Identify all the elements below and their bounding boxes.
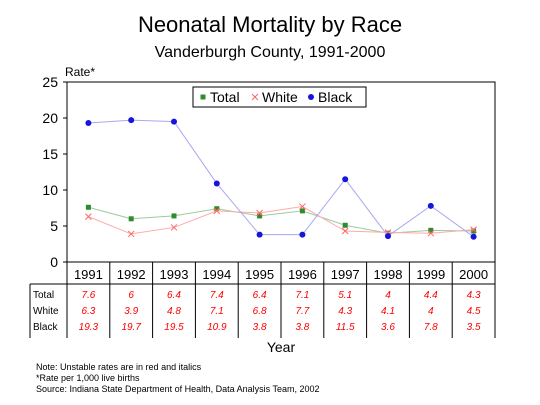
table-cell: 7.1 xyxy=(295,290,309,301)
y-tick-label: 20 xyxy=(42,110,58,126)
table-cell: 4.5 xyxy=(467,306,481,317)
table-cell: 6.8 xyxy=(253,306,267,317)
data-point-total xyxy=(342,222,348,228)
data-point-white xyxy=(256,209,263,217)
table-cell: 5.1 xyxy=(338,290,352,301)
data-point-white xyxy=(427,229,435,237)
y-tick-label: 25 xyxy=(42,74,58,90)
chart-notes: Note: Unstable rates are in red and ital… xyxy=(36,362,320,395)
table-cell: 19.3 xyxy=(79,322,99,333)
table-cell: 4.4 xyxy=(424,290,438,301)
table-cell: 6 xyxy=(128,290,134,301)
table-cell: 7.7 xyxy=(295,306,309,317)
legend-marker-black xyxy=(308,94,314,100)
data-point-white xyxy=(299,203,306,210)
table-cell: 7.8 xyxy=(424,322,438,333)
data-point-white xyxy=(170,224,178,231)
data-point-white xyxy=(85,213,92,220)
y-tick-label: 5 xyxy=(50,218,58,234)
table-cell: 3.8 xyxy=(253,322,267,333)
x-tick-label: 1996 xyxy=(288,267,317,282)
x-axis-label: Year xyxy=(267,339,296,355)
data-point-white xyxy=(341,227,349,235)
table-row-label: Black xyxy=(33,322,58,333)
data-point-black xyxy=(256,231,263,238)
x-tick-label: 1993 xyxy=(160,267,189,282)
table-cell: 4 xyxy=(385,290,391,301)
data-point-black xyxy=(213,180,220,187)
x-tick-label: 1992 xyxy=(117,267,146,282)
legend-label-white: White xyxy=(262,89,298,105)
data-point-black xyxy=(171,118,177,125)
table-cell: 10.9 xyxy=(207,322,227,333)
x-tick-label: 1999 xyxy=(416,267,445,282)
table-cell: 3.5 xyxy=(467,322,481,333)
data-point-black xyxy=(385,233,391,240)
legend-marker-total xyxy=(200,94,206,100)
table-cell: 6.4 xyxy=(167,290,181,301)
table-cell: 3.6 xyxy=(381,322,395,333)
data-point-total xyxy=(471,228,477,234)
data-point-black xyxy=(128,117,135,124)
series-line-white xyxy=(88,206,474,235)
y-tick-label: 15 xyxy=(42,146,58,162)
data-point-total xyxy=(171,213,177,219)
data-point-total xyxy=(428,227,434,233)
legend-label-black: Black xyxy=(318,89,353,105)
table-cell: 7.4 xyxy=(210,290,224,301)
note-rate-definition: *Rate per 1,000 live births xyxy=(36,373,140,383)
data-point-total xyxy=(128,216,134,222)
x-tick-label: 1998 xyxy=(374,267,403,282)
table-cell: 19.5 xyxy=(164,322,184,333)
y-tick-label: 0 xyxy=(50,254,58,270)
table-cell: 3.8 xyxy=(295,322,309,333)
data-point-total xyxy=(257,213,263,219)
table-cell: 7.6 xyxy=(81,290,95,301)
table-cell: 4.8 xyxy=(167,306,181,317)
table-cell: 3.9 xyxy=(124,306,138,317)
table-cell: 6.3 xyxy=(81,306,95,317)
x-tick-label: 1991 xyxy=(74,267,103,282)
x-tick-label: 1995 xyxy=(245,267,274,282)
data-point-total xyxy=(85,204,91,210)
table-cell: 7.1 xyxy=(210,306,224,317)
note-source: Source: Indiana State Department of Heal… xyxy=(36,384,320,394)
table-row-label: White xyxy=(33,306,59,317)
data-point-white xyxy=(127,230,135,238)
data-point-black xyxy=(427,202,434,209)
legend-marker-white xyxy=(251,93,259,101)
legend-label-total: Total xyxy=(210,89,240,105)
data-point-black xyxy=(342,176,349,183)
y-axis-label: Rate* xyxy=(65,65,95,79)
table-cell: 6.4 xyxy=(253,290,267,301)
series-line-total xyxy=(88,206,474,234)
legend: Total White Black xyxy=(192,86,367,108)
data-point-white xyxy=(213,207,221,215)
series-line-black xyxy=(88,119,474,238)
table-cell: 4.3 xyxy=(467,290,481,301)
x-tick-label: 1997 xyxy=(331,267,360,282)
data-point-total xyxy=(214,206,220,212)
legend-box xyxy=(192,86,367,108)
table-cell: 4.1 xyxy=(381,306,395,317)
data-point-black xyxy=(470,233,477,240)
chart-title: Neonatal Mortality by Race xyxy=(137,12,403,37)
data-point-black xyxy=(85,120,92,127)
data-point-total xyxy=(299,208,305,214)
x-tick-label: 2000 xyxy=(459,267,488,282)
chart-subtitle: Vanderburgh County, 1991-2000 xyxy=(154,44,386,61)
table-cell: 11.5 xyxy=(336,322,355,333)
table-cell: 19.7 xyxy=(121,322,141,333)
table-row-label: Total xyxy=(33,290,54,301)
table-cell: 4.3 xyxy=(338,306,352,317)
x-tick-label: 1994 xyxy=(202,267,231,282)
data-point-black xyxy=(299,231,306,238)
table-cell: 4 xyxy=(428,306,434,317)
y-tick-label: 10 xyxy=(42,182,58,198)
data-point-white xyxy=(470,226,477,233)
note-unstable-rates: Note: Unstable rates are in red and ital… xyxy=(36,362,202,372)
